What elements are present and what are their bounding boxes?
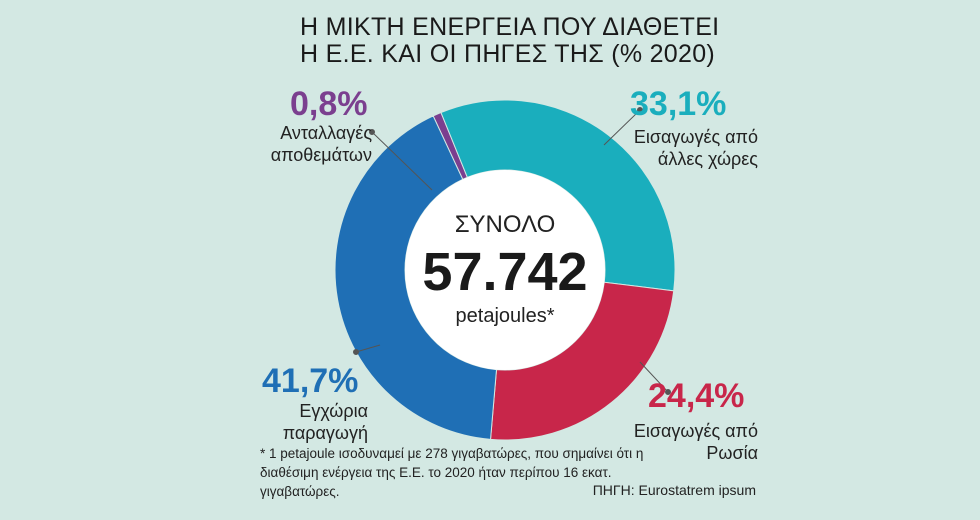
leader-dot [353, 349, 359, 355]
value-label: 41,7% [262, 362, 359, 400]
category-label: Ανταλλαγές αποθεμάτων [270, 123, 372, 165]
value-label: 24,4% [648, 377, 745, 415]
chart-title: Η ΜΙΚΤΗ ΕΝΕΡΓΕΙΑ ΠΟΥ ΔΙΑΘΕΤΕΙ Η Ε.Ε. ΚΑΙ… [300, 13, 720, 68]
leaders [353, 107, 671, 395]
value-label: 0,8% [290, 85, 368, 123]
center-unit: petajoules* [456, 305, 555, 327]
leader-dot [369, 129, 375, 135]
category-label: Εισαγωγές από άλλες χώρες [633, 127, 758, 169]
value-label: 33,1% [630, 85, 727, 123]
source: ΠΗΓΗ: Eurostatrem ipsum [592, 482, 756, 498]
leader-line [639, 361, 669, 393]
center-value: 57.742 [422, 242, 587, 302]
leader-line [371, 131, 433, 191]
center-title: ΣΥΝΟΛΟ [455, 211, 556, 238]
donut-hole [405, 170, 605, 370]
leader-line [603, 109, 641, 146]
leader-dot [637, 107, 643, 113]
leader-dot [665, 389, 671, 395]
footnote: * 1 petajoule ισοδυναμεί με 278 γιγαβατώ… [260, 446, 644, 499]
donut [334, 99, 676, 441]
category-label: Εγχώρια παραγωγή [282, 401, 368, 443]
category-label: Εισαγωγές από Ρωσία [633, 421, 758, 463]
leader-line [355, 344, 381, 353]
